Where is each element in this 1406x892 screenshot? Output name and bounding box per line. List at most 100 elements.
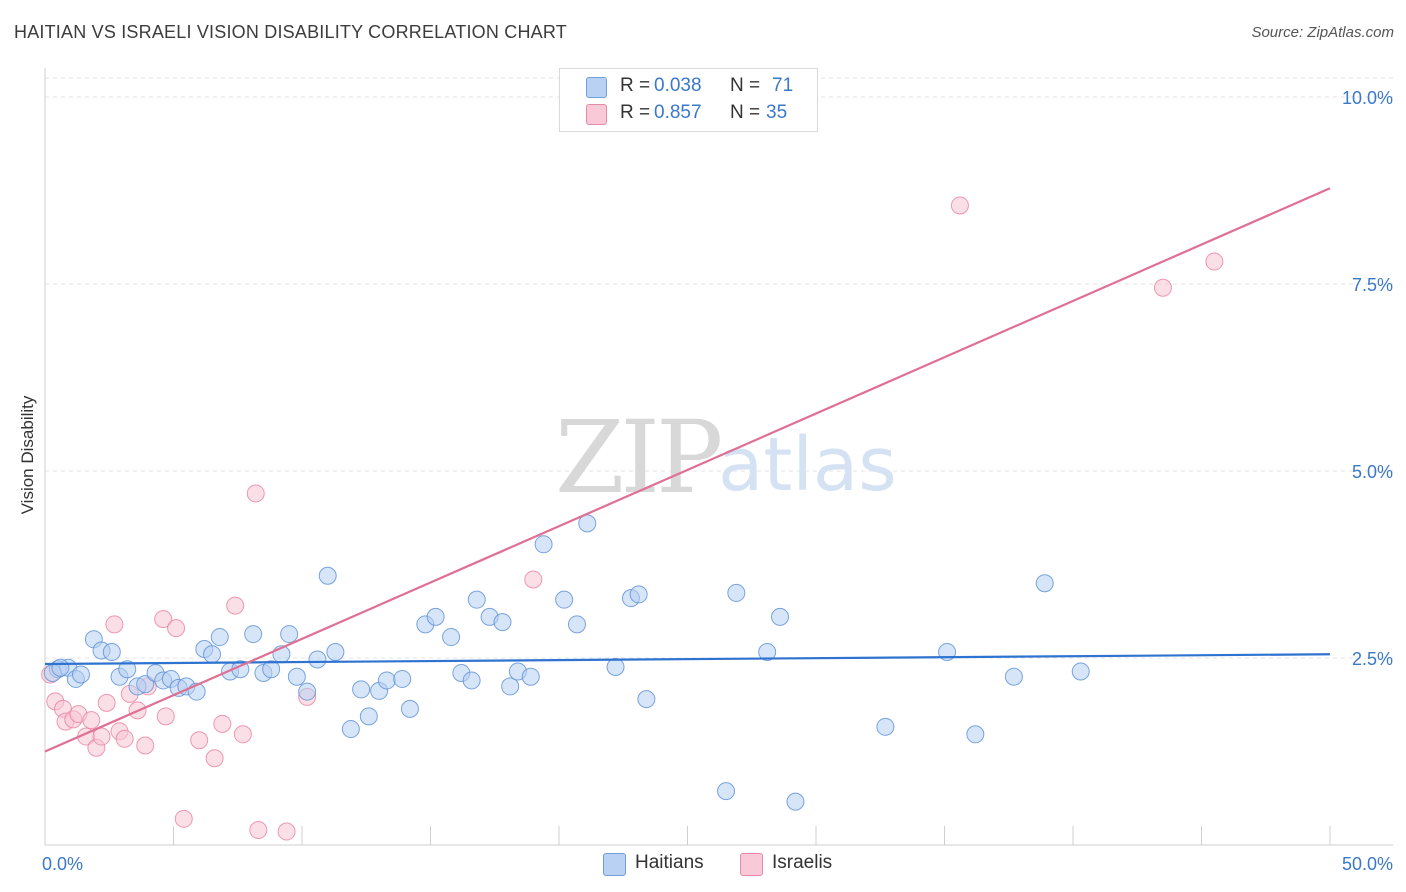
haitians-point: [1071, 662, 1090, 681]
haitians-point: [51, 658, 70, 677]
haitians-point: [876, 717, 895, 736]
haitians-point: [758, 643, 777, 662]
israelis-point: [190, 731, 209, 750]
israelis-point: [154, 610, 173, 629]
y-axis-label: Vision Disability: [18, 395, 37, 515]
haitians-point: [771, 607, 790, 626]
haitians-point: [467, 590, 486, 609]
israelis-point: [167, 619, 186, 638]
haitians-point: [326, 643, 345, 662]
israelis-legend-label: Israelis: [772, 852, 833, 873]
gridlines: [45, 77, 1393, 659]
israelis-point: [950, 196, 969, 215]
watermark-atlas: atlas: [718, 422, 897, 508]
haitians-point: [352, 680, 371, 699]
haitians-point: [118, 660, 137, 679]
haitians-point: [393, 669, 412, 688]
haitians-point: [426, 607, 445, 626]
israelis-r-value: 0.857: [654, 102, 702, 123]
haitians-point: [501, 677, 520, 696]
israelis-point: [226, 596, 245, 615]
source-label: Source: ZipAtlas.com: [1251, 24, 1394, 41]
haitians-point: [442, 628, 461, 647]
haitians-point: [210, 628, 229, 647]
haitians-n-value: 71: [772, 75, 794, 96]
haitians-point: [244, 625, 263, 644]
r-label: R =: [620, 102, 651, 123]
israelis-point: [1205, 252, 1224, 271]
haitians-point: [567, 615, 586, 634]
israelis-point: [524, 570, 543, 589]
israelis-swatch: [586, 104, 607, 125]
x-tick-label: 0.0%: [42, 854, 83, 874]
israelis-point: [92, 727, 111, 746]
israelis-points: [41, 196, 1224, 841]
israelis-point: [105, 615, 124, 634]
correlation-legend: R = 0.038 N = 71 R = 0.857 N = 35: [559, 68, 818, 132]
israelis-point: [246, 484, 265, 503]
israelis-point: [174, 809, 193, 828]
haitians-point: [400, 699, 419, 718]
haitians-r-value: 0.038: [654, 75, 702, 96]
tick-labels: 2.5% 5.0% 7.5% 10.0% 0.0% 50.0%: [42, 88, 1393, 874]
israelis-point: [115, 729, 134, 748]
israelis-point: [249, 821, 268, 840]
haitians-point: [629, 585, 648, 604]
haitians-point: [308, 650, 327, 669]
israelis-legend-swatch: [740, 853, 763, 876]
haitians-point: [534, 535, 553, 554]
x-tick-label: 50.0%: [1342, 854, 1393, 874]
zipatlas-watermark: ZIP atlas: [555, 399, 897, 516]
haitians-point: [1004, 667, 1023, 686]
y-tick-label: 5.0%: [1352, 462, 1393, 482]
israelis-point: [277, 822, 296, 841]
israelis-point: [136, 736, 155, 755]
haitians-point: [786, 792, 805, 811]
haitians-point: [377, 671, 396, 690]
israelis-point: [1153, 278, 1172, 297]
haitians-point: [966, 725, 985, 744]
axes: [44, 68, 1393, 846]
legend-row-haitians: R = 0.038 N = 71: [560, 74, 817, 100]
legend-row-israelis: R = 0.857 N = 35: [560, 101, 817, 127]
haitians-legend-label: Haitians: [635, 852, 704, 873]
haitians-point: [1035, 574, 1054, 593]
israelis-point: [213, 714, 232, 733]
haitians-point: [717, 782, 736, 801]
trend-lines: [44, 187, 1331, 753]
haitians-point: [298, 682, 317, 701]
y-tick-label: 2.5%: [1352, 649, 1393, 669]
haitians-point: [521, 667, 540, 686]
israelis-n-value: 35: [766, 102, 788, 123]
haitians-point: [341, 720, 360, 739]
israelis-trend-line: [44, 187, 1331, 753]
haitians-point: [727, 583, 746, 602]
y-tick-label: 10.0%: [1342, 88, 1393, 108]
haitians-point: [637, 690, 656, 709]
haitians-swatch: [586, 77, 607, 98]
haitians-point: [493, 613, 512, 632]
israelis-point: [233, 725, 252, 744]
haitians-trend-line: [44, 653, 1331, 666]
n-label: N =: [730, 102, 761, 123]
haitians-point: [262, 660, 281, 679]
r-label: R =: [620, 75, 651, 96]
chart-title: HAITIAN VS ISRAELI VISION DISABILITY COR…: [14, 22, 567, 42]
israelis-point: [82, 711, 101, 730]
israelis-point: [97, 693, 116, 712]
haitians-point: [287, 667, 306, 686]
haitians-point: [102, 643, 121, 662]
haitians-point: [280, 625, 299, 644]
watermark-zip: ZIP: [555, 399, 720, 516]
haitians-point: [71, 665, 90, 684]
israelis-point: [156, 707, 175, 726]
israelis-point: [205, 749, 224, 768]
haitians-point: [203, 645, 222, 664]
haitians-legend-swatch: [603, 853, 626, 876]
n-label: N =: [730, 75, 761, 96]
haitians-point: [359, 707, 378, 726]
haitians-point: [606, 657, 625, 676]
haitians-point: [136, 675, 155, 694]
haitians-point: [555, 590, 574, 609]
